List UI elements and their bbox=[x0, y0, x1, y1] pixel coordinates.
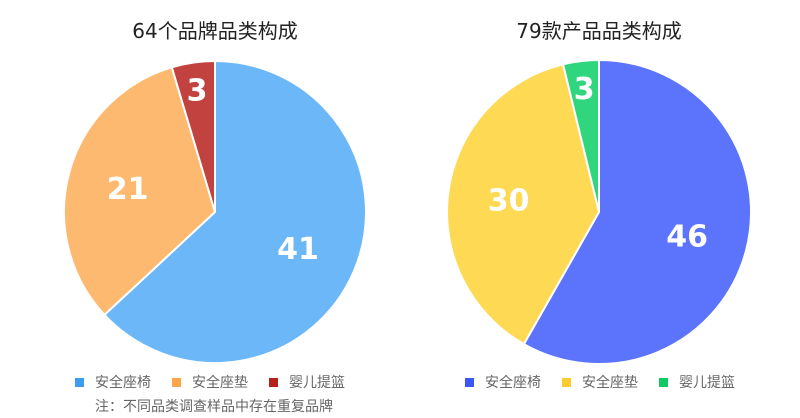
legend-label: 安全座垫 bbox=[582, 374, 638, 391]
legend-label: 安全座椅 bbox=[95, 374, 151, 391]
legend-label: 安全座垫 bbox=[192, 374, 248, 391]
chart-title: 79款产品品类构成 bbox=[516, 19, 681, 43]
chart-title: 64个品牌品类构成 bbox=[132, 19, 297, 43]
data-label: 3 bbox=[187, 73, 208, 108]
chart-note: 注：不同品类调查样品中存在重复品牌 bbox=[95, 398, 333, 415]
legend-swatch bbox=[269, 378, 278, 387]
legend-swatch bbox=[172, 378, 181, 387]
pie-slice bbox=[63, 66, 217, 317]
pie-slice bbox=[103, 59, 367, 364]
legend-swatch bbox=[659, 378, 668, 387]
pie-slice bbox=[170, 59, 216, 213]
legend-swatch bbox=[562, 378, 571, 387]
legend-label: 婴儿提篮 bbox=[679, 375, 735, 391]
pie-slice bbox=[522, 58, 752, 365]
data-label: 30 bbox=[488, 183, 530, 218]
data-label: 3 bbox=[574, 72, 595, 107]
legend-swatch bbox=[75, 378, 84, 387]
data-label: 46 bbox=[666, 219, 708, 254]
legend-label: 安全座椅 bbox=[485, 374, 541, 391]
legend-swatch bbox=[465, 378, 474, 387]
data-label: 41 bbox=[277, 232, 319, 267]
pie-slice bbox=[561, 58, 600, 213]
data-label: 21 bbox=[107, 172, 149, 207]
legend-label: 婴儿提篮 bbox=[289, 375, 345, 391]
pie-slice bbox=[446, 63, 601, 346]
